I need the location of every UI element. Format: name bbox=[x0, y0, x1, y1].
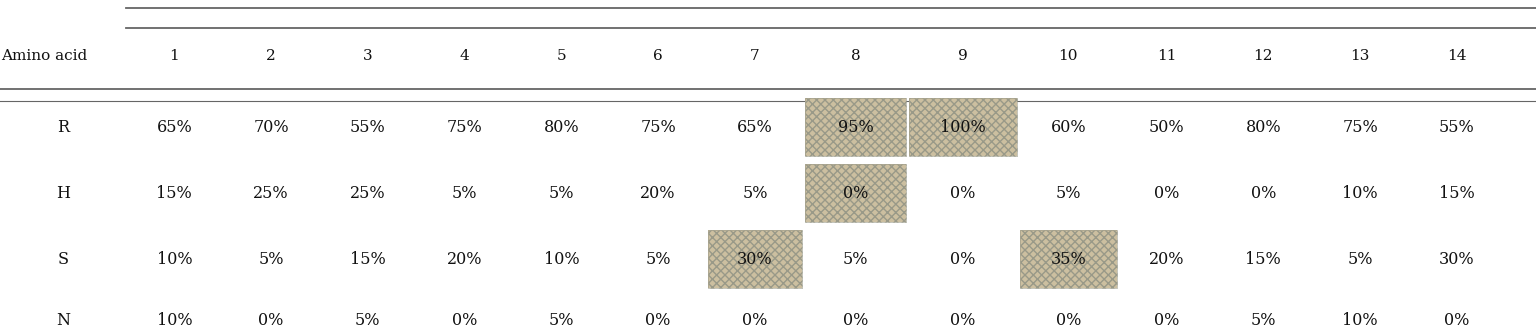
Text: 20%: 20% bbox=[641, 184, 676, 202]
Text: 14: 14 bbox=[1447, 49, 1467, 63]
Text: 0%: 0% bbox=[1444, 312, 1470, 329]
Text: 5%: 5% bbox=[548, 312, 574, 329]
Text: 25%: 25% bbox=[350, 184, 386, 202]
Text: 5%: 5% bbox=[645, 250, 671, 268]
Text: 20%: 20% bbox=[1149, 250, 1184, 268]
Text: 0%: 0% bbox=[1250, 184, 1276, 202]
Bar bbox=[1020, 230, 1117, 288]
Text: 65%: 65% bbox=[157, 118, 192, 136]
Text: 10%: 10% bbox=[544, 250, 579, 268]
Text: 5%: 5% bbox=[452, 184, 478, 202]
Text: R: R bbox=[57, 118, 69, 136]
Text: 95%: 95% bbox=[837, 118, 874, 136]
Text: 10: 10 bbox=[1058, 49, 1078, 63]
Text: 15%: 15% bbox=[350, 250, 386, 268]
Text: 0%: 0% bbox=[951, 250, 975, 268]
Text: 9: 9 bbox=[958, 49, 968, 63]
Text: S: S bbox=[57, 250, 69, 268]
Text: 5%: 5% bbox=[355, 312, 381, 329]
Bar bbox=[909, 98, 1017, 156]
Text: 5%: 5% bbox=[1347, 250, 1373, 268]
Text: 12: 12 bbox=[1253, 49, 1273, 63]
Text: 55%: 55% bbox=[350, 118, 386, 136]
Text: 50%: 50% bbox=[1149, 118, 1184, 136]
Bar bbox=[708, 230, 802, 288]
Text: 5%: 5% bbox=[1250, 312, 1276, 329]
Text: 0%: 0% bbox=[951, 184, 975, 202]
Text: 70%: 70% bbox=[253, 118, 289, 136]
Text: 35%: 35% bbox=[1051, 250, 1086, 268]
Text: 10%: 10% bbox=[1342, 312, 1378, 329]
Text: 20%: 20% bbox=[447, 250, 482, 268]
Text: 0%: 0% bbox=[1154, 184, 1180, 202]
Text: 0%: 0% bbox=[1154, 312, 1180, 329]
Bar bbox=[805, 98, 906, 156]
Text: 55%: 55% bbox=[1439, 118, 1475, 136]
Text: 2: 2 bbox=[266, 49, 276, 63]
Text: 13: 13 bbox=[1350, 49, 1370, 63]
Text: 5%: 5% bbox=[742, 184, 768, 202]
Text: 15%: 15% bbox=[1439, 184, 1475, 202]
Text: H: H bbox=[55, 184, 71, 202]
Text: 10%: 10% bbox=[1342, 184, 1378, 202]
Text: 10%: 10% bbox=[157, 250, 192, 268]
Text: 100%: 100% bbox=[940, 118, 986, 136]
Text: Amino acid: Amino acid bbox=[2, 49, 88, 63]
Text: 5%: 5% bbox=[548, 184, 574, 202]
Bar bbox=[805, 164, 906, 222]
Text: 30%: 30% bbox=[737, 250, 773, 268]
Text: 11: 11 bbox=[1157, 49, 1177, 63]
Text: 8: 8 bbox=[851, 49, 860, 63]
Text: 0%: 0% bbox=[843, 312, 868, 329]
Bar bbox=[1020, 230, 1117, 288]
Bar bbox=[805, 164, 906, 222]
Text: 5%: 5% bbox=[1055, 184, 1081, 202]
Text: 0%: 0% bbox=[258, 312, 284, 329]
Text: 80%: 80% bbox=[544, 118, 579, 136]
Text: 6: 6 bbox=[653, 49, 664, 63]
Text: 0%: 0% bbox=[1055, 312, 1081, 329]
Text: 5%: 5% bbox=[258, 250, 284, 268]
Text: 80%: 80% bbox=[1246, 118, 1281, 136]
Text: 75%: 75% bbox=[641, 118, 676, 136]
Text: 75%: 75% bbox=[1342, 118, 1378, 136]
Bar bbox=[909, 98, 1017, 156]
Text: 30%: 30% bbox=[1439, 250, 1475, 268]
Text: 75%: 75% bbox=[447, 118, 482, 136]
Text: 0%: 0% bbox=[742, 312, 768, 329]
Text: 5: 5 bbox=[556, 49, 567, 63]
Text: 0%: 0% bbox=[951, 312, 975, 329]
Text: 10%: 10% bbox=[157, 312, 192, 329]
Text: 15%: 15% bbox=[1246, 250, 1281, 268]
Text: 60%: 60% bbox=[1051, 118, 1086, 136]
Text: 15%: 15% bbox=[157, 184, 192, 202]
Text: 3: 3 bbox=[362, 49, 373, 63]
Text: 5%: 5% bbox=[843, 250, 868, 268]
Text: 7: 7 bbox=[750, 49, 760, 63]
Text: 0%: 0% bbox=[843, 184, 868, 202]
Bar bbox=[805, 98, 906, 156]
Text: 0%: 0% bbox=[452, 312, 478, 329]
Text: 65%: 65% bbox=[737, 118, 773, 136]
Bar bbox=[708, 230, 802, 288]
Text: 25%: 25% bbox=[253, 184, 289, 202]
Text: 1: 1 bbox=[169, 49, 180, 63]
Text: 4: 4 bbox=[459, 49, 470, 63]
Text: N: N bbox=[55, 312, 71, 329]
Text: 0%: 0% bbox=[645, 312, 671, 329]
